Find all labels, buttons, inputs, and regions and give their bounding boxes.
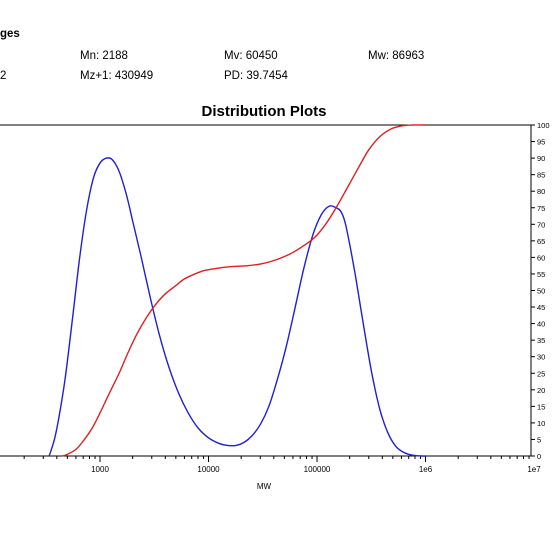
stat-pd: PD: 39.7454 — [224, 70, 288, 82]
x-tick-label: 100000 — [304, 465, 331, 474]
x-tick-label: 1e6 — [419, 465, 433, 474]
y-tick-label: 100 — [537, 121, 550, 130]
y-tick-label: 90 — [537, 154, 545, 163]
y-tick-label: 10 — [537, 419, 545, 428]
y-axis-ticks: 0 5 10 15 20 25 30 35 40 45 50 55 60 65 70 75 80 85 90 95 10… — [531, 121, 550, 461]
x-axis-ticks: 1000 10000 100000 1e6 1e7 — [23, 456, 541, 474]
y-tick-label: 65 — [537, 237, 545, 246]
y-tick-label: 70 — [537, 220, 545, 229]
stat-mz1: Mz+1: 430949 — [80, 70, 154, 82]
y-tick-label: 45 — [537, 303, 545, 312]
x-axis-label: MW — [257, 482, 272, 491]
y-tick-label: 95 — [537, 138, 545, 147]
chart-title: Distribution Plots — [202, 103, 327, 120]
red-cumulative-line — [62, 124, 426, 457]
stat-left-fragment: 2 — [0, 70, 7, 82]
stat-mv: Mv: 60450 — [224, 50, 278, 62]
y-tick-label: 85 — [537, 171, 545, 180]
y-tick-label: 20 — [537, 386, 545, 395]
y-tick-label: 75 — [537, 204, 545, 213]
blue-distribution-line — [48, 157, 426, 457]
y-tick-label: 30 — [537, 353, 545, 362]
y-tick-label: 35 — [537, 336, 545, 345]
stat-mw: Mw: 86963 — [368, 50, 425, 62]
x-tick-label: 1e7 — [527, 465, 541, 474]
y-tick-label: 0 — [537, 452, 541, 461]
stats-section-heading-fragment: ges — [0, 28, 20, 40]
y-tick-label: 60 — [537, 253, 545, 262]
y-tick-label: 15 — [537, 402, 545, 411]
y-tick-label: 80 — [537, 187, 545, 196]
y-tick-label: 55 — [537, 270, 545, 279]
x-tick-label: 1000 — [91, 465, 109, 474]
y-tick-label: 50 — [537, 287, 545, 296]
y-tick-label: 40 — [537, 320, 545, 329]
y-tick-label: 25 — [537, 369, 545, 378]
y-tick-label: 5 — [537, 435, 541, 444]
stat-mn: Mn: 2188 — [80, 50, 128, 62]
series-layer — [48, 124, 426, 457]
x-tick-label: 10000 — [197, 465, 220, 474]
